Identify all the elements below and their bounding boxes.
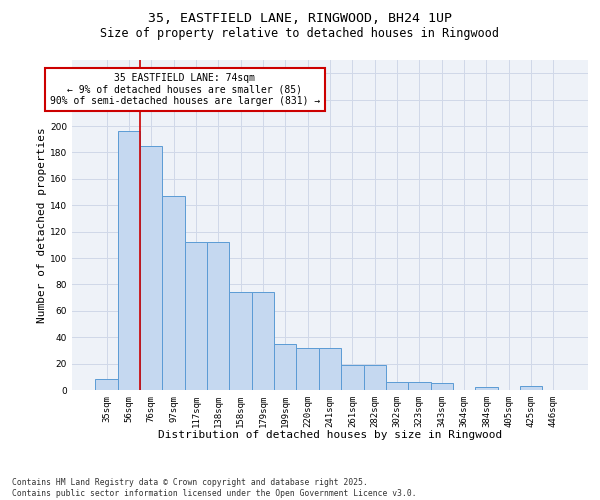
Bar bbox=[185, 242, 207, 390]
Bar bbox=[475, 388, 497, 390]
Text: 35, EASTFIELD LANE, RINGWOOD, BH24 1UP: 35, EASTFIELD LANE, RINGWOOD, BH24 1UP bbox=[148, 12, 452, 26]
Bar bbox=[163, 196, 185, 390]
Bar bbox=[386, 382, 408, 390]
Bar bbox=[296, 348, 319, 390]
Text: Size of property relative to detached houses in Ringwood: Size of property relative to detached ho… bbox=[101, 28, 499, 40]
Bar bbox=[364, 365, 386, 390]
Text: Contains HM Land Registry data © Crown copyright and database right 2025.
Contai: Contains HM Land Registry data © Crown c… bbox=[12, 478, 416, 498]
Y-axis label: Number of detached properties: Number of detached properties bbox=[37, 127, 47, 323]
Bar bbox=[341, 365, 364, 390]
Bar bbox=[252, 292, 274, 390]
Bar bbox=[95, 380, 118, 390]
Bar bbox=[274, 344, 296, 390]
Text: 35 EASTFIELD LANE: 74sqm
← 9% of detached houses are smaller (85)
90% of semi-de: 35 EASTFIELD LANE: 74sqm ← 9% of detache… bbox=[50, 73, 320, 106]
Bar bbox=[408, 382, 431, 390]
Bar bbox=[229, 292, 252, 390]
Bar bbox=[431, 384, 453, 390]
Bar bbox=[520, 386, 542, 390]
Bar bbox=[319, 348, 341, 390]
X-axis label: Distribution of detached houses by size in Ringwood: Distribution of detached houses by size … bbox=[158, 430, 502, 440]
Bar bbox=[207, 242, 229, 390]
Bar bbox=[140, 146, 163, 390]
Bar bbox=[118, 132, 140, 390]
